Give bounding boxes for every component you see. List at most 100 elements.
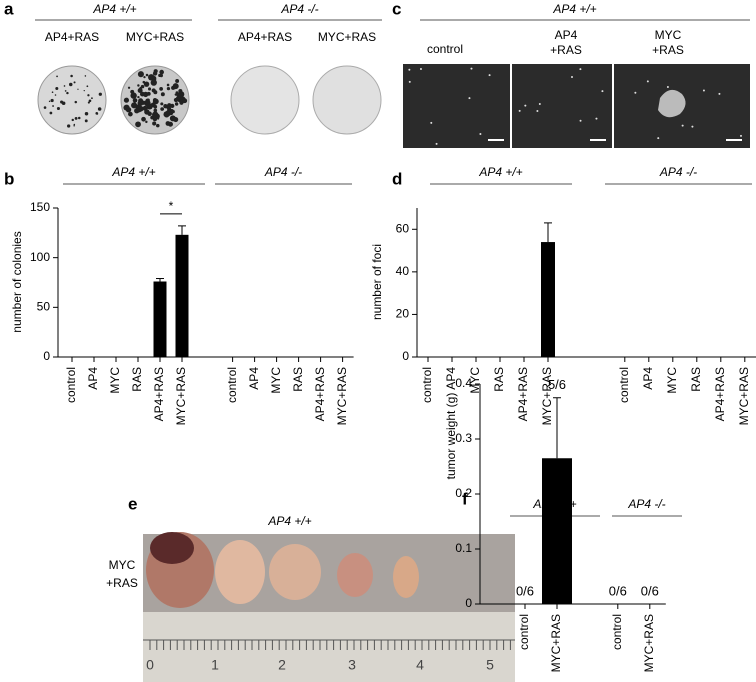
cell bbox=[579, 68, 582, 71]
micrographs bbox=[403, 64, 750, 148]
x-tick-label: AP4 bbox=[641, 367, 655, 390]
colony bbox=[137, 88, 143, 94]
colony bbox=[74, 116, 78, 120]
y-tick-label: 0 bbox=[43, 349, 50, 363]
colony bbox=[52, 105, 54, 107]
tumor bbox=[215, 540, 265, 604]
colony bbox=[132, 98, 138, 103]
colony bbox=[166, 83, 170, 87]
x-tick-label: MYC+RAS bbox=[642, 614, 656, 672]
y-axis-label: tumor weight (g) bbox=[444, 393, 458, 480]
colony bbox=[128, 111, 133, 117]
colony bbox=[136, 106, 142, 113]
x-tick-label: MYC+RAS bbox=[540, 367, 554, 425]
colony bbox=[84, 112, 89, 116]
colony bbox=[56, 106, 60, 111]
colony bbox=[145, 120, 148, 124]
colony bbox=[127, 86, 131, 89]
x-tick-label: AP4+RAS bbox=[516, 367, 530, 421]
tumor bbox=[150, 532, 194, 564]
cell bbox=[666, 85, 669, 88]
condition-label: AP4+RAS bbox=[45, 30, 99, 44]
y-tick-label: 0.2 bbox=[455, 486, 472, 500]
micrograph bbox=[403, 64, 510, 148]
colony bbox=[66, 91, 69, 95]
panel-letter: a bbox=[4, 0, 14, 18]
panel-letter: b bbox=[4, 169, 14, 188]
focus bbox=[658, 89, 686, 118]
colony bbox=[158, 73, 162, 78]
x-tick-label: control bbox=[420, 367, 434, 403]
colony bbox=[137, 84, 140, 87]
colony bbox=[77, 88, 79, 90]
colony bbox=[84, 119, 88, 123]
group-label: AP4 +/+ bbox=[111, 165, 155, 179]
panel-letter: d bbox=[392, 169, 402, 188]
tumor bbox=[269, 544, 321, 600]
colony bbox=[125, 107, 132, 113]
colony bbox=[172, 83, 179, 90]
x-tick-label: AP4+RAS bbox=[152, 367, 166, 421]
condition-label: +RAS bbox=[106, 576, 138, 590]
cell bbox=[681, 124, 684, 127]
colony bbox=[159, 69, 164, 75]
cell bbox=[601, 90, 604, 93]
bar bbox=[541, 242, 555, 357]
plate bbox=[37, 65, 107, 135]
colony bbox=[152, 121, 157, 126]
colony bbox=[137, 95, 140, 99]
colony bbox=[177, 99, 180, 102]
ruler bbox=[143, 612, 515, 682]
y-tick-label: 0 bbox=[402, 349, 409, 363]
cell bbox=[579, 119, 582, 122]
cell bbox=[488, 74, 491, 77]
cell bbox=[479, 133, 482, 136]
x-tick-label: MYC bbox=[665, 367, 679, 394]
x-tick-label: MYC+RAS bbox=[549, 614, 563, 672]
condition-label: MYC bbox=[109, 558, 136, 572]
cell bbox=[657, 137, 660, 140]
condition-label: MYC+RAS bbox=[126, 30, 184, 44]
cell bbox=[570, 76, 573, 79]
colony bbox=[171, 110, 175, 114]
x-tick-label: AP4+RAS bbox=[713, 367, 727, 421]
plate bbox=[312, 65, 382, 135]
colony bbox=[152, 98, 158, 103]
colony bbox=[69, 82, 73, 87]
colony bbox=[156, 123, 160, 128]
colony bbox=[83, 90, 85, 92]
colony bbox=[178, 91, 185, 98]
cell bbox=[646, 80, 649, 83]
x-tick-label: MYC+RAS bbox=[335, 367, 349, 425]
colony bbox=[151, 103, 154, 106]
ruler-number: 1 bbox=[211, 657, 219, 673]
colony bbox=[130, 92, 137, 99]
colony bbox=[63, 85, 66, 87]
colony bbox=[71, 118, 74, 122]
colony bbox=[153, 90, 158, 95]
y-tick-label: 0 bbox=[465, 596, 472, 610]
colony bbox=[70, 74, 73, 78]
condition-label: control bbox=[427, 42, 463, 56]
cell bbox=[419, 67, 422, 70]
colony bbox=[49, 111, 53, 115]
ruler-number: 0 bbox=[146, 657, 154, 673]
colony bbox=[97, 107, 102, 111]
group-label: AP4 +/+ bbox=[92, 2, 136, 16]
tumor-photo bbox=[143, 532, 515, 682]
y-tick-label: 40 bbox=[396, 264, 410, 278]
condition-label: MYC+RAS bbox=[318, 30, 376, 44]
ruler-number: 4 bbox=[416, 657, 424, 673]
colony bbox=[165, 121, 171, 126]
annotation: 0/6 bbox=[609, 583, 627, 598]
x-tick-label: RAS bbox=[130, 367, 144, 392]
colony bbox=[73, 81, 76, 84]
colony bbox=[64, 90, 67, 92]
ruler-number: 3 bbox=[348, 657, 356, 673]
bar bbox=[175, 234, 189, 357]
colony bbox=[151, 75, 157, 81]
annotation: 0/6 bbox=[641, 583, 659, 598]
condition-label: AP4+RAS bbox=[238, 30, 292, 44]
colony bbox=[84, 75, 87, 77]
x-tick-label: AP4 bbox=[444, 367, 458, 390]
